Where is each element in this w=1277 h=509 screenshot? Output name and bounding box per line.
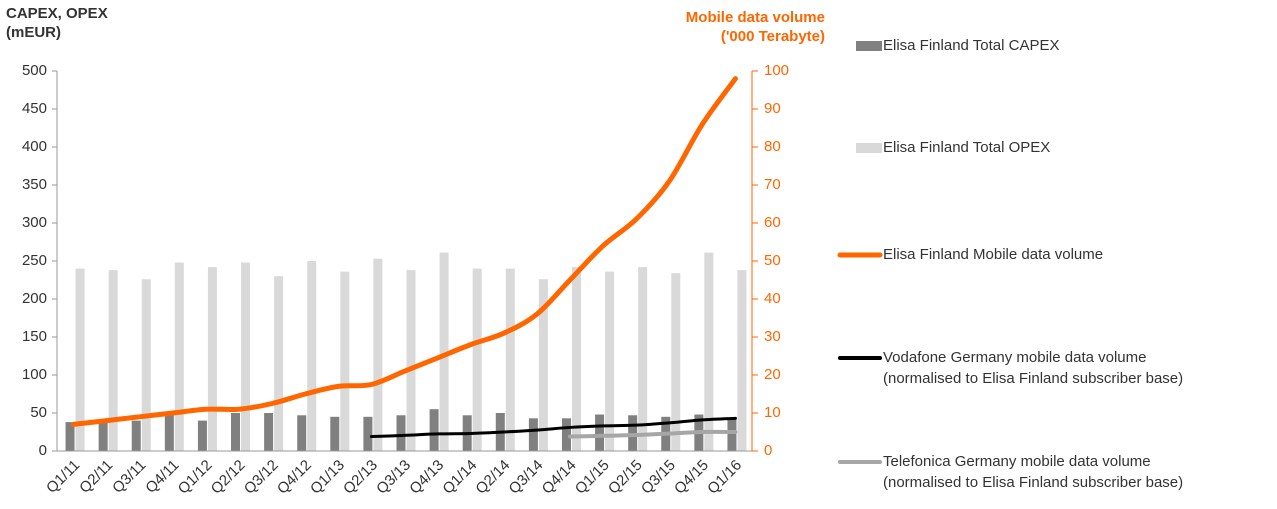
- bar: [638, 267, 648, 451]
- x-tick-label: Q3/13: [373, 457, 414, 498]
- legend-label: Elisa Finland Total CAPEX: [883, 37, 1060, 54]
- legend-label: Elisa Finland Total OPEX: [883, 139, 1051, 156]
- x-tick-label: Q1/16: [704, 457, 745, 498]
- x-tick-label: Q2/14: [472, 457, 513, 498]
- bar: [207, 267, 217, 451]
- line: [567, 429, 738, 439]
- y2-tick-label: 10: [764, 404, 781, 421]
- bar: [108, 270, 118, 451]
- bar: [528, 418, 538, 451]
- bar: [241, 262, 251, 451]
- bar: [396, 415, 406, 451]
- bar: [505, 268, 515, 451]
- bar: [264, 413, 274, 451]
- x-tick-label: Q2/13: [340, 457, 381, 498]
- y-tick-label: 400: [22, 138, 47, 155]
- y2-axis-title: Mobile data volume ('000 Terabyte): [685, 9, 825, 45]
- bar: [307, 261, 317, 451]
- bar: [274, 276, 284, 451]
- y-tick-label: 200: [22, 290, 47, 307]
- y2-tick-label: 60: [764, 214, 781, 231]
- y2-tick-label: 20: [764, 366, 781, 383]
- x-tick-label: Q2/11: [76, 457, 116, 497]
- y2-tick-label: 100: [764, 62, 789, 79]
- bar: [671, 273, 681, 451]
- x-tick-label: Q1/14: [439, 457, 480, 498]
- legend-swatch: [856, 41, 882, 51]
- bar: [98, 420, 108, 451]
- y2-tick-label: 40: [764, 290, 781, 307]
- y-tick-label: 50: [30, 404, 47, 421]
- bar: [406, 270, 416, 451]
- x-tick-label: Q4/15: [671, 457, 712, 498]
- bar: [727, 419, 737, 451]
- x-tick-label: Q1/13: [307, 457, 348, 498]
- x-tick-label: Q4/14: [539, 457, 580, 498]
- x-tick-label: Q1/15: [572, 457, 613, 498]
- y-axis-title: CAPEX, OPEX (mEUR): [6, 5, 108, 41]
- y2-tick-label: 80: [764, 138, 781, 155]
- y2-tick-label: 90: [764, 100, 781, 117]
- bar: [704, 252, 714, 451]
- line: [71, 76, 738, 427]
- y-tick-label: 350: [22, 176, 47, 193]
- bar: [164, 415, 174, 451]
- bar: [538, 279, 548, 451]
- bar: [561, 418, 571, 451]
- bar: [231, 413, 241, 451]
- bar: [595, 414, 605, 451]
- bar: [297, 415, 307, 451]
- legend-label: Elisa Finland Mobile data volume: [883, 246, 1104, 263]
- bar: [472, 268, 482, 451]
- y-tick-label: 450: [22, 100, 47, 117]
- y2-tick-label: 50: [764, 252, 781, 269]
- x-tick-label: Q3/11: [109, 457, 149, 497]
- y-tick-label: 300: [22, 214, 47, 231]
- x-tick-label: Q4/12: [274, 457, 315, 498]
- bar: [330, 416, 340, 451]
- bar: [628, 415, 638, 451]
- x-tick-label: Q3/15: [638, 457, 679, 498]
- y-tick-label: 500: [22, 62, 47, 79]
- bar: [340, 271, 350, 451]
- x-tick-label: Q4/11: [142, 457, 182, 497]
- y-tick-label: 100: [22, 366, 47, 383]
- bar: [373, 258, 383, 451]
- x-tick-label: Q3/14: [506, 457, 547, 498]
- legend-label: Vodafone Germany mobile data volume (nor…: [883, 349, 1184, 387]
- legend-label: Telefonica Germany mobile data volume (n…: [883, 453, 1184, 491]
- bar: [737, 270, 747, 451]
- legend-swatch: [856, 143, 882, 153]
- y2-tick-label: 70: [764, 176, 781, 193]
- bar: [65, 422, 75, 451]
- x-tick-label: Q1/12: [175, 457, 216, 498]
- bar: [75, 268, 85, 451]
- bar: [174, 262, 184, 451]
- bar: [131, 420, 141, 451]
- bar: [571, 267, 581, 451]
- y-tick-label: 150: [22, 328, 47, 345]
- y-tick-label: 250: [22, 252, 47, 269]
- bar: [197, 420, 207, 451]
- bar: [363, 416, 373, 451]
- x-tick-label: Q2/12: [208, 457, 249, 498]
- x-tick-label: Q4/13: [406, 457, 447, 498]
- x-tick-label: Q2/15: [605, 457, 646, 498]
- x-tick-label: Q3/12: [241, 457, 282, 498]
- y2-tick-label: 0: [764, 442, 772, 459]
- line: [369, 416, 737, 439]
- bar: [439, 252, 449, 451]
- y-tick-label: 0: [39, 442, 47, 459]
- y2-tick-label: 30: [764, 328, 781, 345]
- bar: [429, 409, 439, 451]
- bar: [141, 279, 151, 451]
- x-tick-label: Q1/11: [43, 457, 83, 497]
- bar: [605, 271, 615, 451]
